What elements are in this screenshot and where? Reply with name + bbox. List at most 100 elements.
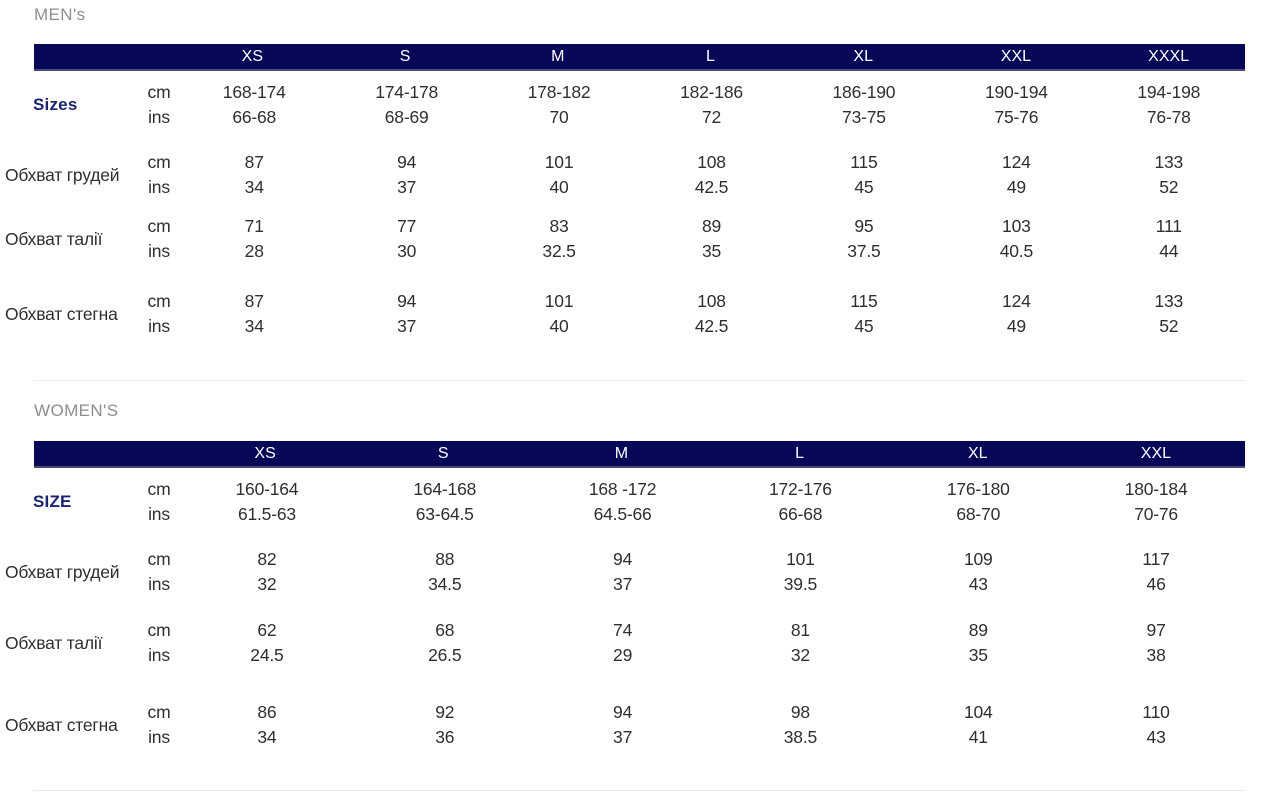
value-ins: 72 bbox=[701, 107, 722, 127]
value-ins: 63-64.5 bbox=[415, 504, 474, 524]
table-row-mens-sizes: Sizes cm ins 168-174 66-68 174-178 68-69 1… bbox=[0, 80, 1245, 130]
value-cm: 86 bbox=[257, 702, 277, 722]
womens-col-header-xl: XL bbox=[967, 444, 988, 462]
table-row-mens-hip: Обхват стегна cm ins 87 34 94 37 101 40 108… bbox=[0, 289, 1245, 339]
value-cm: 124 bbox=[1002, 152, 1031, 172]
value-cell: 89 35 bbox=[635, 214, 787, 264]
table-row-womens-chest: Обхват грудей cm ins 82 32 88 34.5 94 37 10… bbox=[0, 547, 1245, 597]
unit-cm: cm bbox=[147, 479, 171, 499]
value-cell: 109 43 bbox=[889, 547, 1067, 597]
value-ins: 29 bbox=[613, 645, 633, 665]
value-cm: 77 bbox=[397, 216, 417, 236]
unit-ins: ins bbox=[148, 504, 170, 524]
value-cm: 68 bbox=[435, 620, 455, 640]
unit-cm: cm bbox=[147, 549, 171, 569]
value-cell: 89 35 bbox=[889, 618, 1067, 668]
value-cell: 115 45 bbox=[788, 289, 940, 339]
unit-cm: cm bbox=[147, 82, 171, 102]
value-ins: 37.5 bbox=[847, 241, 881, 261]
value-ins: 40 bbox=[549, 316, 569, 336]
mens-col-header-s: S bbox=[399, 47, 411, 65]
value-ins: 52 bbox=[1159, 316, 1179, 336]
value-cell: 97 38 bbox=[1067, 618, 1245, 668]
value-cell: 101 40 bbox=[483, 150, 635, 200]
value-cm: 168-174 bbox=[222, 82, 286, 102]
value-cm: 92 bbox=[435, 702, 455, 722]
value-ins: 43 bbox=[968, 574, 988, 594]
value-cm: 62 bbox=[257, 620, 277, 640]
value-cm: 178-182 bbox=[527, 82, 591, 102]
value-ins: 45 bbox=[854, 316, 874, 336]
value-ins: 32 bbox=[257, 574, 277, 594]
units-cell: cm ins bbox=[140, 477, 178, 527]
value-cell: 108 42.5 bbox=[635, 150, 787, 200]
units-cell: cm ins bbox=[140, 150, 178, 200]
value-ins: 40.5 bbox=[999, 241, 1033, 261]
units-cell: cm ins bbox=[140, 80, 178, 130]
value-cell: 82 32 bbox=[178, 547, 356, 597]
value-cm: 101 bbox=[786, 549, 815, 569]
value-ins: 34 bbox=[244, 316, 264, 336]
value-cell: 194-198 76-78 bbox=[1093, 80, 1245, 130]
mens-col-header-m: M bbox=[551, 47, 565, 65]
value-ins: 68-70 bbox=[956, 504, 1001, 524]
value-ins: 66-68 bbox=[232, 107, 277, 127]
value-ins: 32.5 bbox=[542, 241, 576, 261]
value-ins: 42.5 bbox=[694, 177, 729, 197]
value-cell: 176-180 68-70 bbox=[889, 477, 1067, 527]
units-cell: cm ins bbox=[140, 547, 178, 597]
row-label: Обхват стегна bbox=[5, 303, 118, 324]
value-ins: 52 bbox=[1159, 177, 1179, 197]
value-cell: 81 32 bbox=[711, 618, 889, 668]
value-cell: 115 45 bbox=[788, 150, 940, 200]
row-label: SIZE bbox=[33, 492, 72, 511]
value-cm: 95 bbox=[854, 216, 874, 236]
row-label: Обхват талії bbox=[5, 632, 103, 653]
value-ins: 42.5 bbox=[694, 316, 729, 336]
row-label: Обхват грудей bbox=[5, 561, 120, 582]
value-ins: 24.5 bbox=[250, 645, 284, 665]
value-cm: 133 bbox=[1154, 291, 1184, 311]
unit-cm: cm bbox=[147, 702, 171, 722]
value-cm: 190-194 bbox=[984, 82, 1048, 102]
value-cm: 101 bbox=[544, 291, 574, 311]
value-cm: 110 bbox=[1142, 702, 1170, 722]
value-ins: 32 bbox=[790, 645, 810, 665]
unit-ins: ins bbox=[148, 316, 170, 336]
value-cell: 68 26.5 bbox=[356, 618, 534, 668]
value-cm: 124 bbox=[1002, 291, 1031, 311]
value-cell: 77 30 bbox=[330, 214, 482, 264]
value-ins: 35 bbox=[701, 241, 722, 261]
value-cm: 194-198 bbox=[1137, 82, 1201, 102]
value-ins: 45 bbox=[854, 177, 874, 197]
units-cell: cm ins bbox=[140, 618, 178, 668]
value-cm: 104 bbox=[963, 702, 993, 722]
value-ins: 66-68 bbox=[778, 504, 823, 524]
row-label: Обхват стегна bbox=[5, 714, 118, 735]
mens-col-header-xs: XS bbox=[241, 47, 264, 65]
value-cell: 101 39.5 bbox=[711, 547, 889, 597]
header-spacer bbox=[34, 441, 176, 466]
value-ins: 37 bbox=[613, 727, 633, 747]
value-cell: 180-184 70-76 bbox=[1067, 477, 1245, 527]
value-cell: 186-190 73-75 bbox=[788, 80, 940, 130]
value-cm: 94 bbox=[397, 152, 417, 172]
value-cell: 172-176 66-68 bbox=[711, 477, 889, 527]
value-ins: 37 bbox=[613, 574, 633, 594]
value-ins: 44 bbox=[1159, 241, 1179, 261]
value-ins: 28 bbox=[244, 241, 264, 261]
value-ins: 49 bbox=[1006, 316, 1026, 336]
value-ins: 70 bbox=[549, 107, 569, 127]
mens-col-header-xxxl: XXXL bbox=[1148, 47, 1190, 65]
value-ins: 39.5 bbox=[783, 574, 818, 594]
value-cm: 71 bbox=[244, 216, 264, 236]
value-ins: 40 bbox=[549, 177, 569, 197]
value-ins: 76-78 bbox=[1146, 107, 1191, 127]
womens-col-header-l: L bbox=[795, 444, 805, 462]
units-cell: cm ins bbox=[140, 700, 178, 750]
row-label: Sizes bbox=[33, 95, 78, 114]
unit-cm: cm bbox=[147, 216, 171, 236]
value-cm: 82 bbox=[257, 549, 277, 569]
mens-col-header-l: L bbox=[706, 47, 715, 65]
